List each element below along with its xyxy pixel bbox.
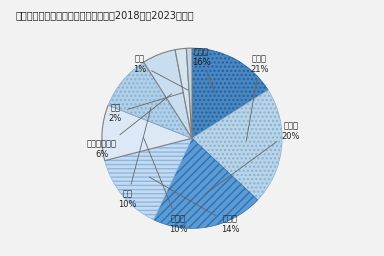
- Wedge shape: [175, 48, 192, 138]
- Text: 運送業
14%: 運送業 14%: [149, 177, 239, 233]
- Text: 建設業
21%: 建設業 21%: [246, 55, 269, 141]
- Wedge shape: [192, 48, 268, 138]
- Text: 製造業
20%: 製造業 20%: [205, 121, 300, 194]
- Text: 熱中症による業種別死傷者数の割合（2018年～2023年計）: 熱中症による業種別死傷者数の割合（2018年～2023年計）: [15, 10, 194, 20]
- Wedge shape: [154, 138, 258, 228]
- Text: 清掃・と畜業
6%: 清掃・と畜業 6%: [87, 94, 172, 159]
- Wedge shape: [102, 105, 192, 161]
- Wedge shape: [144, 50, 192, 138]
- Text: 警備業
10%: 警備業 10%: [144, 138, 188, 233]
- Wedge shape: [192, 90, 282, 200]
- Wedge shape: [105, 138, 192, 220]
- Text: 商業
10%: 商業 10%: [118, 108, 151, 209]
- Text: 農業
2%: 農業 2%: [109, 93, 184, 123]
- Text: 林業
1%: 林業 1%: [133, 55, 188, 90]
- Wedge shape: [186, 48, 192, 138]
- Text: その他
16%: その他 16%: [192, 47, 215, 92]
- Wedge shape: [108, 62, 192, 138]
